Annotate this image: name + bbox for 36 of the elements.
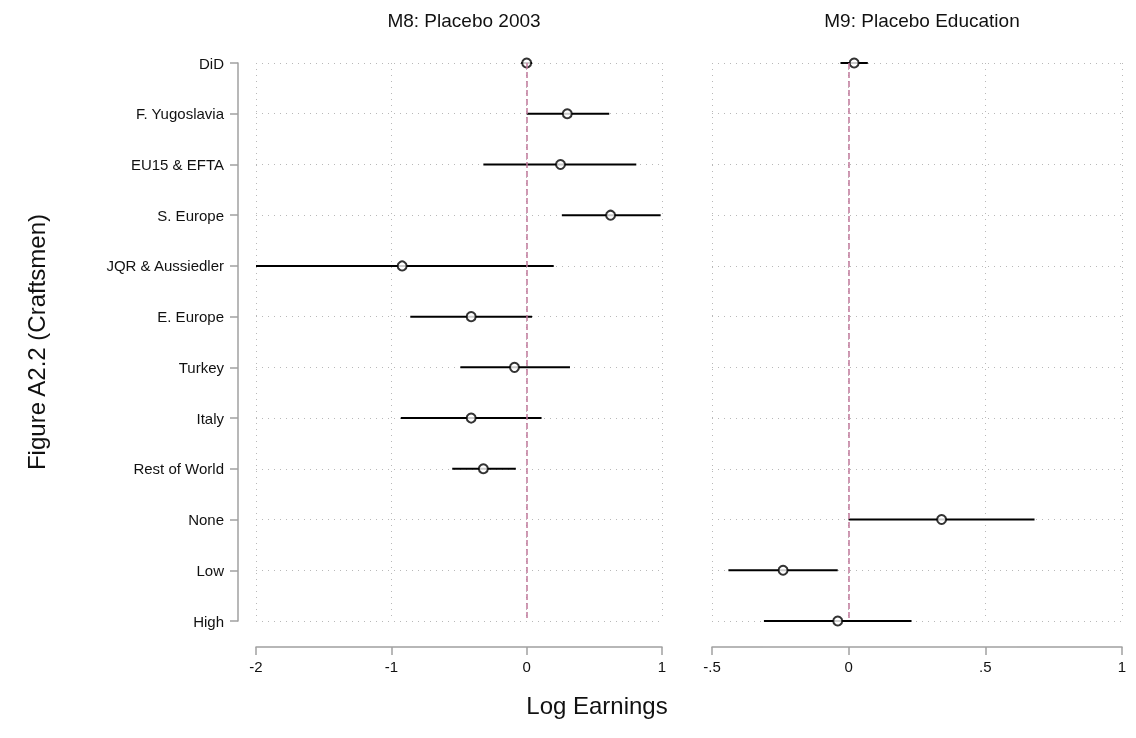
y-axis-title: Figure A2.2 (Craftsmen) [22,213,50,471]
x-tick-label: -.5 [703,658,721,675]
y-tick-label: Turkey [178,358,225,376]
point [477,463,489,475]
x-tick-label: 1 [657,658,667,675]
y-tick-label: E. Europe [157,308,224,326]
y-tick-label: None [188,511,224,529]
y-tick-label: High [193,612,224,630]
point [396,260,408,272]
x-tick-label: -2 [249,658,263,675]
y-tick-label: JQR & Aussiedler [106,257,224,275]
x-tick-label: .5 [979,658,992,675]
point [832,615,844,627]
point [465,311,477,323]
x-tick-label: 1 [1117,658,1127,675]
x-axis-title: Log Earnings [526,691,668,719]
y-tick-label: S. Europe [157,206,224,224]
x-tick-label: 0 [522,658,531,675]
y-tick-label: EU15 & EFTA [130,155,224,173]
point [465,412,477,424]
x-tick-label: 0 [844,658,853,675]
y-tick-label: DiD [199,54,225,72]
point [509,361,520,373]
chart-title: M8: Placebo 2003 [387,10,541,31]
point [555,158,566,170]
y-tick-label: Low [196,561,225,579]
point [605,209,617,221]
x-tick-label: -1 [384,658,399,675]
y-tick-label: F. Yugoslavia [135,105,225,123]
point [777,564,789,576]
point [561,108,573,120]
point [848,57,860,69]
chart-title: M9: Placebo Education [824,10,1020,31]
point [936,514,948,526]
y-tick-label: Rest of World [133,460,224,478]
y-tick-label: Italy [196,409,225,427]
